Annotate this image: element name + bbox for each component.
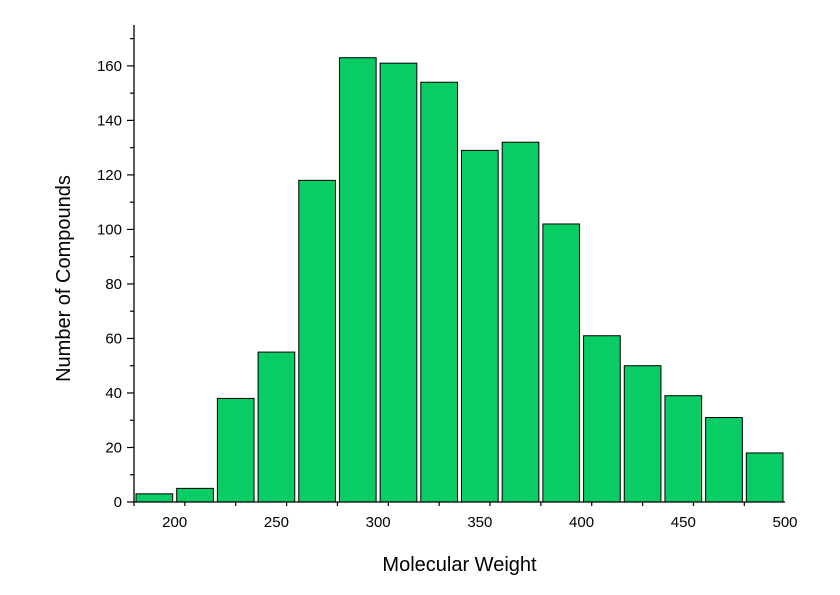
y-tick-label: 40 <box>105 385 122 402</box>
bar <box>745 452 784 503</box>
bar <box>216 397 255 503</box>
x-tick-label: 200 <box>162 514 187 531</box>
bar <box>623 365 662 503</box>
y-tick-label: 80 <box>105 276 122 293</box>
bar <box>338 57 377 503</box>
bars <box>135 57 784 503</box>
y-tick-label: 160 <box>97 58 122 75</box>
bar <box>664 395 703 503</box>
x-tick-label: 300 <box>366 514 391 531</box>
x-axis-title: Molecular Weight <box>382 554 537 576</box>
bar <box>420 81 458 503</box>
bar <box>542 223 581 503</box>
y-tick-label: 0 <box>114 494 122 511</box>
x-tick-label: 500 <box>772 514 797 531</box>
ticks: 0 20 40 60 80 100 120 140 160 200 250 300 350 400 450 5… <box>97 38 798 531</box>
bar <box>257 351 296 503</box>
bar <box>461 149 499 503</box>
x-tick-label: 250 <box>264 514 289 531</box>
bar <box>176 487 214 503</box>
bar <box>501 141 540 503</box>
x-tick-label: 450 <box>671 514 696 531</box>
y-tick-label: 100 <box>97 221 122 238</box>
y-tick-label: 140 <box>97 112 122 129</box>
y-tick-label: 120 <box>97 167 122 184</box>
bar <box>583 335 621 503</box>
x-tick-label: 350 <box>467 514 492 531</box>
y-tick-label: 60 <box>105 330 122 347</box>
bar <box>135 493 174 503</box>
bar <box>298 179 336 503</box>
bar <box>379 62 418 503</box>
y-tick-label: 20 <box>105 439 122 456</box>
bar <box>705 417 743 503</box>
y-axis-title: Number of Compounds <box>53 175 75 382</box>
x-tick-label: 400 <box>569 514 594 531</box>
